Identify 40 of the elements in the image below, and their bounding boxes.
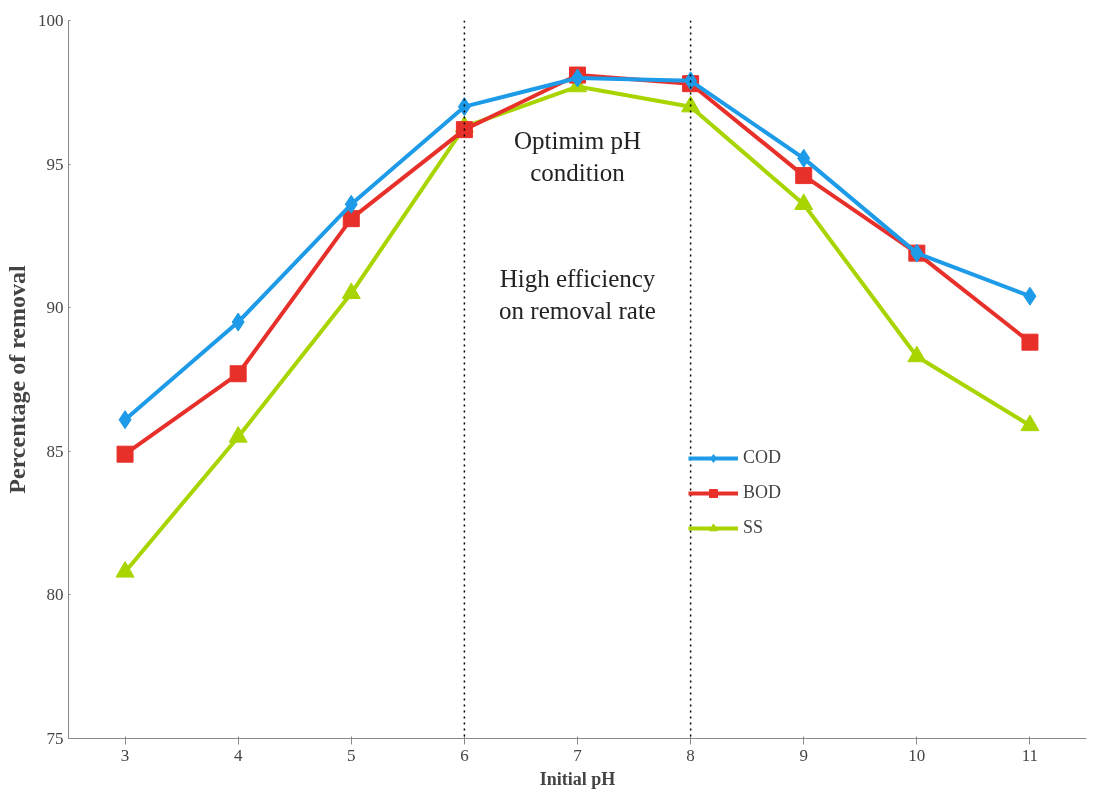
- point: [1023, 286, 1037, 306]
- point: [907, 345, 927, 363]
- y-tick-label: 90: [46, 298, 64, 318]
- y-tick-label: 75: [46, 729, 64, 748]
- point: [455, 121, 473, 139]
- point: [229, 365, 247, 383]
- point: [684, 71, 698, 91]
- point: [1020, 414, 1040, 432]
- point: [116, 445, 134, 463]
- x-tick-label: 5: [347, 745, 356, 765]
- point: [341, 282, 361, 300]
- x-tick-label: 9: [799, 745, 808, 765]
- x-tick-label: 11: [1021, 745, 1039, 765]
- x-tick-label: 4: [233, 745, 243, 765]
- y-tick-label: 85: [46, 441, 64, 461]
- annotation: High efficiency on removal rate: [499, 264, 656, 325]
- point: [228, 426, 248, 443]
- x-tick-label: 6: [460, 745, 469, 765]
- point: [115, 561, 135, 578]
- y-tick-label: 95: [46, 154, 64, 174]
- point: [457, 97, 471, 117]
- point: [344, 194, 358, 214]
- point: [797, 148, 811, 168]
- x-tick-label: 3: [120, 745, 130, 765]
- x-axis-title: Initial pH: [539, 768, 616, 789]
- x-tick-label: 8: [686, 745, 695, 765]
- y-tick-label: 80: [46, 585, 64, 605]
- legend-label: BOD: [743, 482, 782, 503]
- x-tick-label: 7: [573, 745, 583, 765]
- annotation: Optimim pH condition: [513, 126, 642, 187]
- point: [342, 210, 360, 228]
- legend-label: COD: [743, 447, 782, 468]
- point: [795, 167, 813, 185]
- y-axis-title: Percentage of removal: [4, 264, 30, 494]
- point: [231, 312, 245, 332]
- y-tick-label: 100: [38, 11, 64, 30]
- point: [1021, 333, 1039, 351]
- point: [118, 410, 132, 430]
- x-tick-label: 10: [908, 745, 926, 765]
- legend-label: SS: [743, 517, 764, 538]
